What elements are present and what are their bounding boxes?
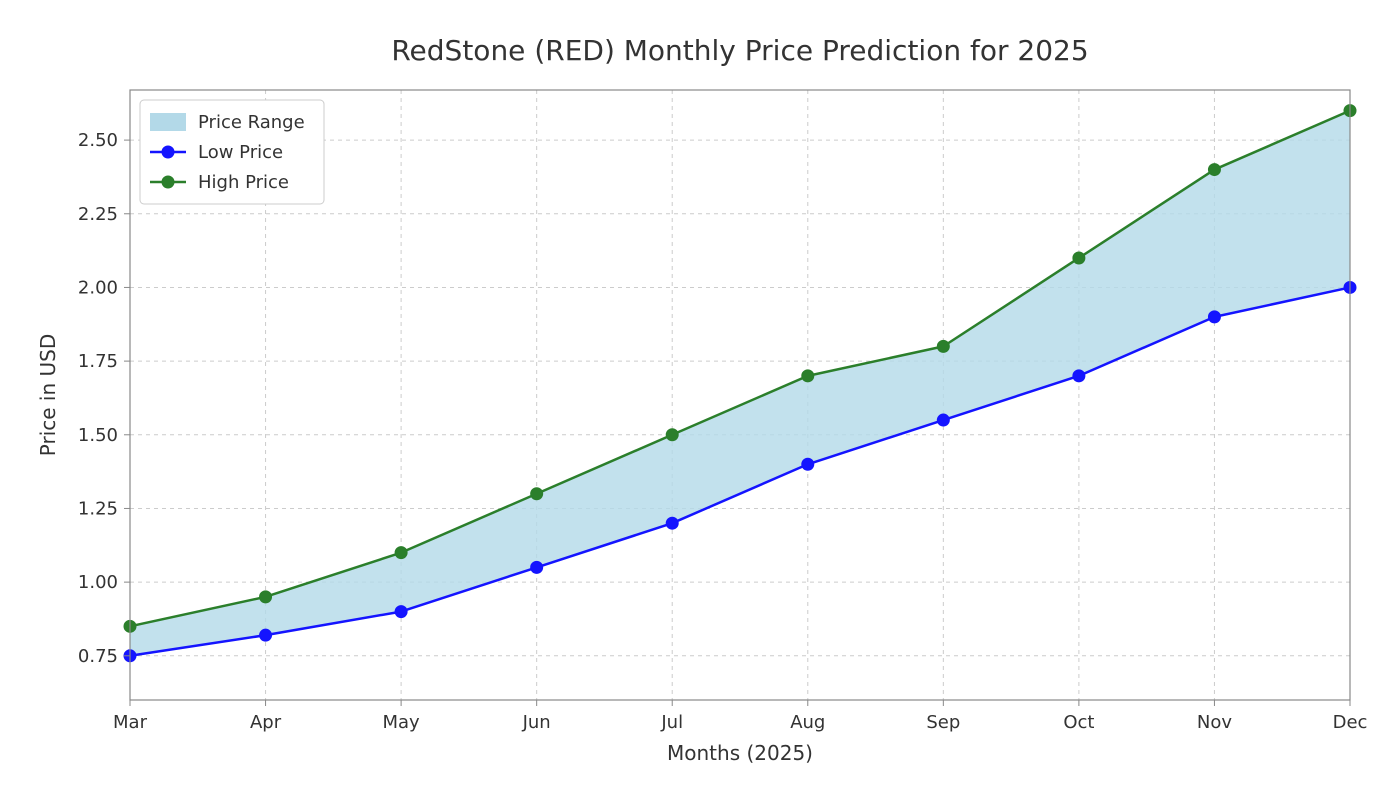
chart-title: RedStone (RED) Monthly Price Prediction …	[391, 34, 1088, 67]
legend-marker	[162, 176, 174, 188]
x-tick-label: Sep	[926, 712, 960, 733]
low-price-marker	[937, 414, 949, 426]
x-tick-label: May	[383, 712, 421, 733]
y-tick-label: 2.50	[78, 130, 118, 151]
low-price-marker	[802, 458, 814, 470]
y-tick-label: 1.25	[78, 498, 118, 519]
price-range-chart: Mar Apr May Jun Jul Aug Sep Oct Nov Dec 0.75 1.00 1.…	[0, 0, 1391, 809]
high-price-marker	[395, 547, 407, 559]
legend-marker	[162, 146, 174, 158]
high-price-marker	[802, 370, 814, 382]
low-price-marker	[1073, 370, 1085, 382]
low-price-marker	[395, 606, 407, 618]
high-price-marker	[260, 591, 272, 603]
x-tick-label: Jun	[522, 712, 551, 733]
y-axis-label: Price in USD	[36, 334, 60, 456]
low-price-marker	[1208, 311, 1220, 323]
x-tick-label: Oct	[1063, 712, 1094, 733]
x-tick-label: Apr	[250, 712, 282, 733]
high-price-marker	[1208, 164, 1220, 176]
x-tick-label: Nov	[1197, 712, 1232, 733]
y-tick-label: 1.00	[78, 572, 118, 593]
legend-label: Price Range	[198, 112, 305, 133]
x-tick-label: Dec	[1333, 712, 1368, 733]
y-tick-label: 2.25	[78, 204, 118, 225]
chart-container: Mar Apr May Jun Jul Aug Sep Oct Nov Dec 0.75 1.00 1.…	[0, 0, 1391, 809]
high-price-marker	[937, 340, 949, 352]
high-price-marker	[531, 488, 543, 500]
x-axis-label: Months (2025)	[667, 741, 813, 765]
x-tick-label: Mar	[113, 712, 148, 733]
low-price-marker	[666, 517, 678, 529]
legend-patch	[150, 113, 186, 131]
high-price-marker	[1073, 252, 1085, 264]
low-price-marker	[531, 561, 543, 573]
legend: Price Range Low Price High Price	[140, 100, 324, 204]
legend-label: Low Price	[198, 142, 283, 163]
y-tick-label: 1.50	[78, 425, 118, 446]
y-tick-label: 0.75	[78, 646, 118, 667]
low-price-marker	[260, 629, 272, 641]
legend-label: High Price	[198, 172, 289, 193]
y-tick-label: 1.75	[78, 351, 118, 372]
y-tick-label: 2.00	[78, 277, 118, 298]
high-price-marker	[666, 429, 678, 441]
x-tick-label: Jul	[660, 712, 683, 733]
x-tick-label: Aug	[790, 712, 825, 733]
